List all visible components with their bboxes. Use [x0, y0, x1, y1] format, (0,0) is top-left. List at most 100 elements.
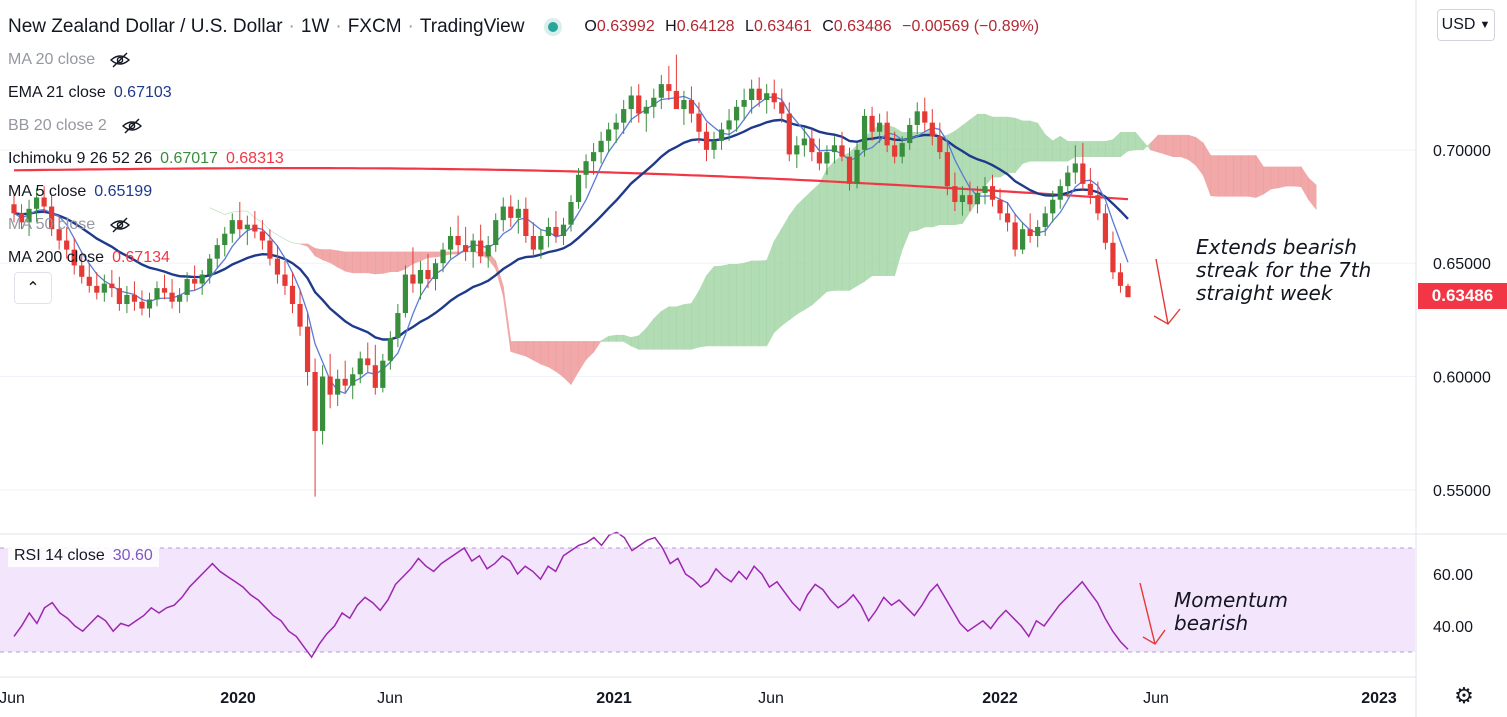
kumo-segment	[1202, 141, 1212, 196]
kumo-segment	[1233, 155, 1242, 197]
rsi-legend[interactable]: RSI 14 close 30.60	[8, 545, 159, 567]
indicator-value: 0.68313	[225, 150, 284, 167]
indicator-row[interactable]: EMA 21 close 0.67103	[8, 76, 1045, 109]
kumo-segment	[1090, 141, 1099, 157]
price-axis[interactable]: 0.70000 0.65000 0.60000 0.55000	[1433, 143, 1491, 500]
kumo-segment	[1293, 166, 1302, 188]
candle-body	[440, 249, 446, 264]
indicator-row[interactable]: MA 50 close	[8, 208, 1045, 241]
indicator-row[interactable]: MA 5 close 0.65199	[8, 175, 1045, 208]
candle-body	[109, 283, 115, 289]
candle-body	[184, 279, 190, 295]
candle-body	[711, 140, 717, 150]
candle-body	[974, 192, 981, 205]
kumo-segment	[736, 262, 745, 347]
candle-body	[395, 313, 401, 338]
rsi-annotation-line: Momentum	[1174, 588, 1288, 612]
candle-body	[380, 360, 386, 388]
candle-body	[79, 265, 85, 277]
legend: New Zealand Dollar / U.S. Dollar · 1W · …	[8, 10, 1045, 274]
candle-body	[613, 122, 619, 130]
candle-body	[786, 113, 792, 155]
candle-body	[688, 100, 695, 114]
interval-label: 1W	[300, 16, 330, 37]
ohlc-values: O0.63992 H0.64128 L0.63461 C0.63486 −0.0…	[584, 10, 1045, 43]
candle-body	[304, 326, 311, 372]
candle-body	[1020, 229, 1026, 250]
candle-body	[779, 102, 785, 114]
indicator-value: 0.67134	[112, 249, 170, 266]
candle-body	[259, 231, 265, 241]
candle-body	[350, 374, 356, 386]
kumo-segment	[668, 306, 677, 350]
eye-off-icon[interactable]	[109, 217, 131, 233]
kumo-segment	[1285, 166, 1294, 187]
kumo-segment	[502, 285, 512, 352]
time-tick-label: 2022	[982, 690, 1018, 707]
candle-body	[327, 376, 333, 395]
close-value: 0.63486	[833, 18, 892, 35]
kumo-segment	[1067, 141, 1076, 162]
candle-body	[575, 174, 582, 202]
candle-body	[365, 358, 371, 366]
indicator-row[interactable]: Ichimoku 9 26 52 26 0.67017 0.68313	[8, 142, 1045, 175]
kumo-segment	[1075, 141, 1084, 157]
kumo-segment	[1120, 132, 1129, 158]
candle-body	[1117, 272, 1124, 286]
kumo-segment	[653, 310, 662, 350]
candle-body	[824, 152, 830, 164]
candle-body	[274, 258, 281, 275]
kumo-segment	[593, 339, 602, 354]
kumo-segment	[615, 334, 624, 342]
candle-body	[1072, 163, 1078, 173]
price-tick-label: 0.65000	[1433, 256, 1491, 273]
candle-body	[86, 276, 92, 286]
candle-body	[447, 236, 454, 250]
candle-body	[681, 100, 687, 110]
indicator-label: EMA 21 close	[8, 84, 106, 101]
kumo-segment	[1150, 134, 1159, 153]
candle-body	[1110, 242, 1116, 273]
candle-body	[432, 263, 439, 280]
candle-body	[342, 378, 348, 386]
kumo-segment	[1278, 166, 1287, 189]
candle-body	[869, 115, 875, 132]
currency-button[interactable]: USD ▼	[1437, 9, 1495, 41]
candle-body	[749, 88, 755, 100]
market-status-icon	[548, 21, 559, 32]
kumo-segment	[525, 341, 534, 361]
kumo-segment	[1127, 132, 1136, 152]
price-annotation-line: straight week	[1196, 281, 1333, 305]
candle-body	[139, 301, 145, 309]
kumo-segment	[1225, 155, 1234, 197]
kumo-segment	[713, 265, 722, 347]
symbol-title[interactable]: New Zealand Dollar / U.S. Dollar · 1W · …	[8, 10, 1045, 43]
candle-body	[523, 208, 529, 236]
candle-body	[538, 236, 544, 250]
time-axis[interactable]: Jun 2020 Jun 2021 Jun 2022 Jun 2023	[0, 690, 1397, 707]
indicator-row[interactable]: MA 20 close	[8, 43, 1045, 76]
kumo-segment	[1308, 177, 1317, 211]
kumo-segment	[548, 341, 557, 372]
eye-off-icon[interactable]	[109, 52, 131, 68]
rsi-axis[interactable]: 60.00 40.00	[1433, 567, 1473, 636]
kumo-segment	[1097, 141, 1106, 157]
indicator-value: 0.67103	[113, 84, 172, 101]
candle-body	[989, 186, 996, 200]
collapse-legend-button[interactable]: ⌃	[14, 272, 52, 304]
time-tick-label: Jun	[1143, 690, 1169, 707]
candle-body	[146, 299, 153, 309]
gear-icon[interactable]: ⚙	[1454, 683, 1474, 708]
indicator-row[interactable]: BB 20 close 2	[8, 109, 1045, 142]
candle-body	[312, 372, 318, 431]
kumo-segment	[1112, 131, 1121, 157]
indicator-row[interactable]: MA 200 close 0.67134	[8, 241, 1045, 274]
kumo-segment	[1135, 131, 1144, 151]
rsi-tick-label: 60.00	[1433, 567, 1473, 584]
candle-body	[176, 294, 183, 302]
candle-body	[809, 138, 815, 153]
candle-body	[801, 138, 807, 146]
eye-off-icon[interactable]	[121, 118, 143, 134]
candle-body	[64, 240, 70, 250]
